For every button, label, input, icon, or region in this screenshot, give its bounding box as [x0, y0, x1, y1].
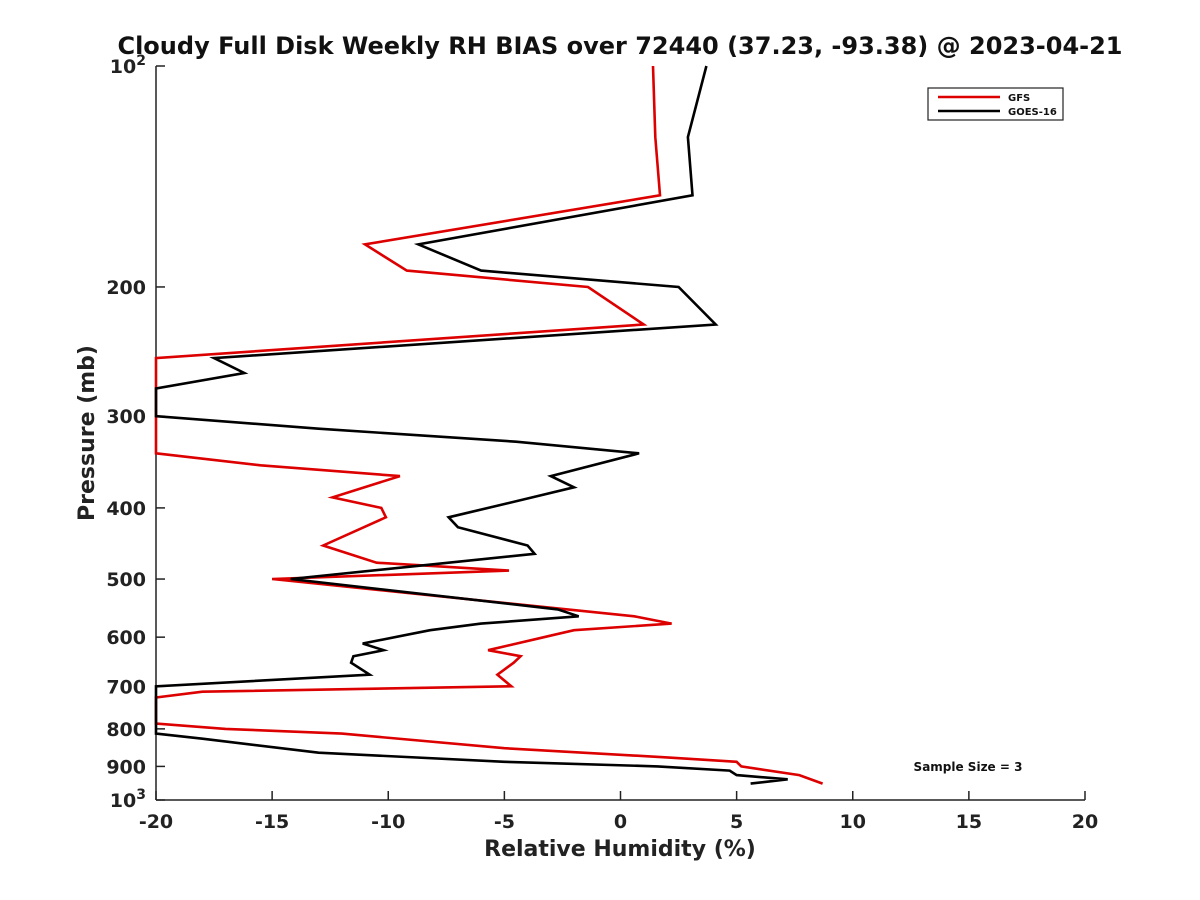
y-tick-label: 500 [106, 569, 146, 591]
y-tick-label: 900 [106, 756, 146, 778]
y-tick-label: 800 [106, 719, 146, 741]
series-line-gfs [154, 65, 824, 785]
x-tick-label: -5 [494, 811, 515, 833]
y-tick-label: 700 [106, 676, 146, 698]
y-tick-label: 400 [106, 498, 146, 520]
x-axis: -20 -15 -10 -5 0 5 10 15 20 [139, 791, 1098, 833]
y-axis-label: Pressure (mb) [75, 345, 100, 521]
y-tick-label: 300 [106, 406, 146, 428]
x-tick-label: -20 [139, 811, 173, 833]
y-axis: 102 200 300 400 500 600 700 800 900 103 [106, 53, 165, 812]
x-tick-label: -15 [255, 811, 289, 833]
x-axis-label: Relative Humidity (%) [484, 837, 756, 862]
legend-entry-label: GOES-16 [1008, 107, 1057, 118]
legend-box [927, 87, 1064, 121]
y-tick-label: 103 [110, 787, 146, 812]
y-tick-label: 600 [106, 627, 146, 649]
series-line-goes-16 [154, 65, 788, 785]
chart-title: Cloudy Full Disk Weekly RH BIAS over 724… [117, 32, 1122, 60]
x-tick-label: 5 [730, 811, 743, 833]
y-tick-label: 200 [106, 277, 146, 299]
legend-entry-label: GFS [1008, 93, 1030, 104]
x-tick-label: 10 [840, 811, 866, 833]
x-tick-label: -10 [371, 811, 405, 833]
y-tick-label: 102 [110, 53, 146, 78]
x-tick-label: 15 [956, 811, 982, 833]
sample-size-annotation: Sample Size = 3 [914, 760, 1023, 774]
x-tick-label: 20 [1072, 811, 1098, 833]
legend: GFS GOES-16 [927, 87, 1064, 121]
x-tick-label: 0 [614, 811, 627, 833]
series-layer [154, 65, 824, 785]
